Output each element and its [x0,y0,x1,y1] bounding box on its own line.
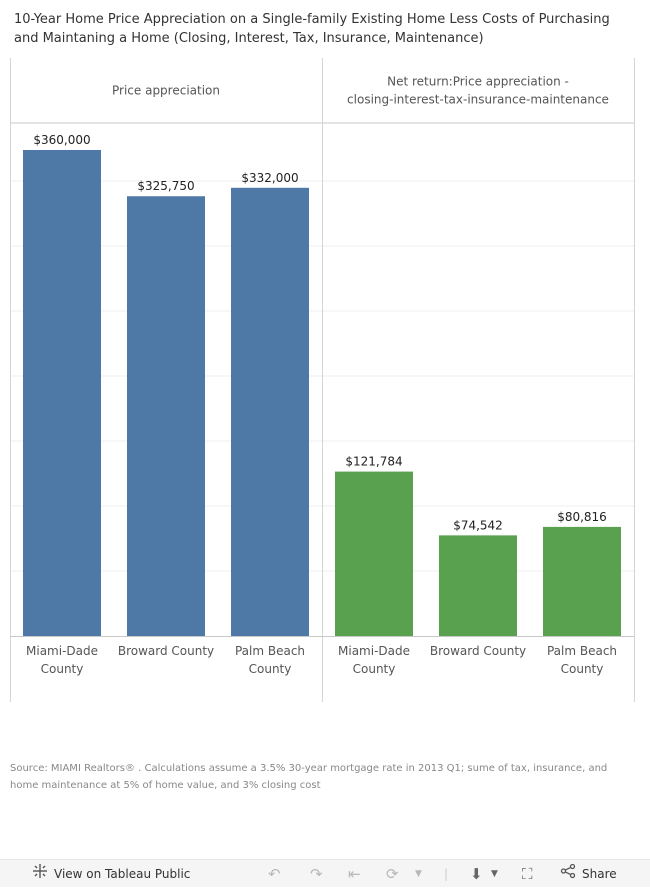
refresh-icon[interactable]: ⟳ [386,865,399,883]
share-label: Share [582,867,617,881]
category-label: County [561,662,604,676]
bar [127,196,205,637]
chart-title: 10-Year Home Price Appreciation on a Sin… [14,12,610,46]
category-label: Miami-Dade [26,644,98,658]
data-label: $325,750 [137,179,194,193]
bar-chart: Price appreciation $360,000 Miami-Dade Coun… [10,58,635,702]
category-label: County [249,662,292,676]
data-label: $74,542 [453,518,503,532]
undo-icon[interactable]: ↶ [268,865,281,883]
source-note: Source: MIAMI Realtors® . Calculations a… [10,763,608,791]
tableau-logo-icon [32,860,48,888]
bar [23,150,101,636]
data-label: $121,784 [345,455,402,469]
revert-icon[interactable]: ⇤ [348,865,361,883]
toolbar-divider: | [444,867,449,881]
category-label: County [353,662,396,676]
fullscreen-icon[interactable]: ⛶ [522,865,533,883]
bar [231,187,309,637]
share-button[interactable]: Share [560,860,617,888]
panel-header-text: closing-interest-tax-insurance-maintenan… [347,93,609,107]
bar [335,471,413,636]
download-dropdown-icon[interactable]: ▼ [491,869,498,879]
refresh-dropdown-icon[interactable]: ▼ [415,869,422,879]
data-label: $332,000 [241,171,298,185]
view-on-tableau-label: View on Tableau Public [54,867,191,881]
share-icon [560,860,576,888]
category-label: Palm Beach [235,644,305,658]
data-label: $80,816 [557,510,607,524]
category-label: Palm Beach [547,644,617,658]
panel-header-text: Net return:Price appreciation - [387,75,569,89]
panel-header-text: Price appreciation [112,84,220,98]
tableau-toolbar: View on Tableau Public ↶ ↷ ⇤ ⟳ ▼ | ⬇ ▼ ⛶… [0,859,650,887]
bar [543,526,621,636]
category-label: County [41,662,84,676]
view-on-tableau-link[interactable]: View on Tableau Public [32,860,190,888]
category-label: Miami-Dade [338,644,410,658]
data-label: $360,000 [33,133,90,147]
redo-icon[interactable]: ↷ [310,865,323,883]
category-label: Broward County [118,644,214,658]
category-label: Broward County [430,644,526,658]
bar [439,535,517,636]
download-icon[interactable]: ⬇ [470,865,483,883]
